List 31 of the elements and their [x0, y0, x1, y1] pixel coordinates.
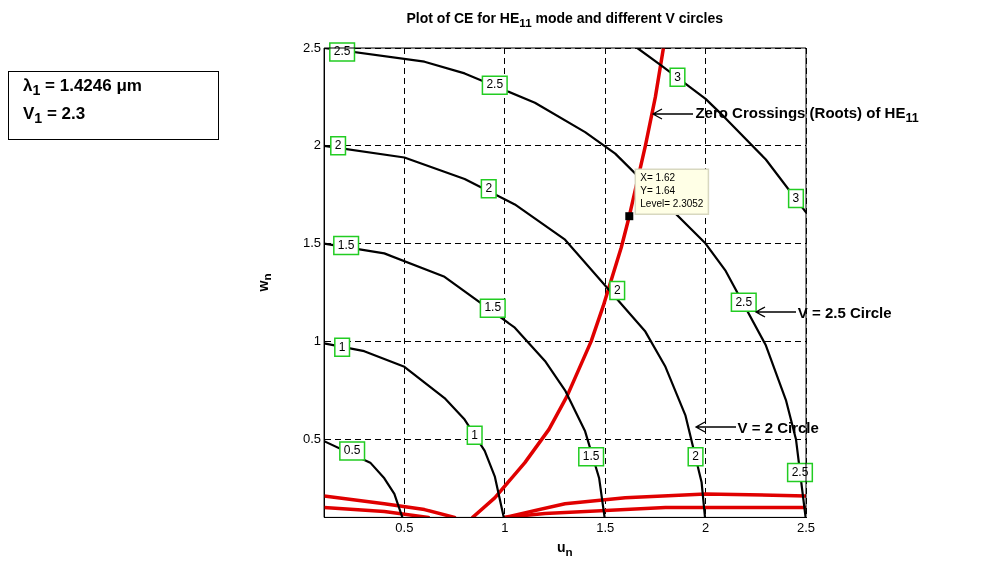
annotation: 1.5 — [484, 300, 502, 315]
annotation: 2.5 — [486, 77, 504, 92]
annotation: 2 — [485, 181, 493, 196]
annotation: 3 — [674, 69, 682, 84]
annotation: 2 — [613, 282, 621, 297]
y-tick-label: 2.5 — [302, 39, 322, 55]
x-tick-label: 2 — [701, 519, 710, 535]
x-axis-title: u$_{n}$ — [557, 539, 573, 559]
annotation: 2.5 — [735, 294, 753, 309]
x-tick-label: 1.5 — [596, 519, 615, 535]
annotation: X= 1.62 Y= 1.64 Level= 2.3052 — [640, 171, 704, 209]
x-tick-label: 1 — [501, 519, 509, 535]
annotation: 1 — [471, 427, 479, 442]
chart-title: Plot of CE for HE$_{11}$ mode and different V circles — [406, 10, 724, 29]
annotation: 2 — [334, 138, 342, 153]
text: V$_{1}$ = 2.3 — [23, 103, 87, 129]
annotation: 1.5 — [337, 237, 355, 252]
x-tick-label: 0.5 — [395, 519, 414, 535]
annotation: 0.5 — [343, 443, 361, 458]
y-tick-label: 1.5 — [302, 235, 322, 251]
y-tick-label: 0.5 — [302, 430, 322, 446]
annotation: 1 — [338, 339, 346, 354]
annotation: 1.5 — [582, 449, 600, 464]
text: λ$_{1}$ = 1.4246 μm — [23, 75, 143, 101]
annotation: 2.5 — [791, 464, 809, 479]
y-tick-label: 2 — [313, 137, 322, 153]
y-tick-label: 1 — [313, 332, 322, 348]
annotation: 2 — [692, 449, 700, 464]
annotation: 3 — [792, 190, 800, 205]
x-tick-label: 2.5 — [796, 519, 816, 535]
annotation: 2.5 — [333, 44, 351, 59]
